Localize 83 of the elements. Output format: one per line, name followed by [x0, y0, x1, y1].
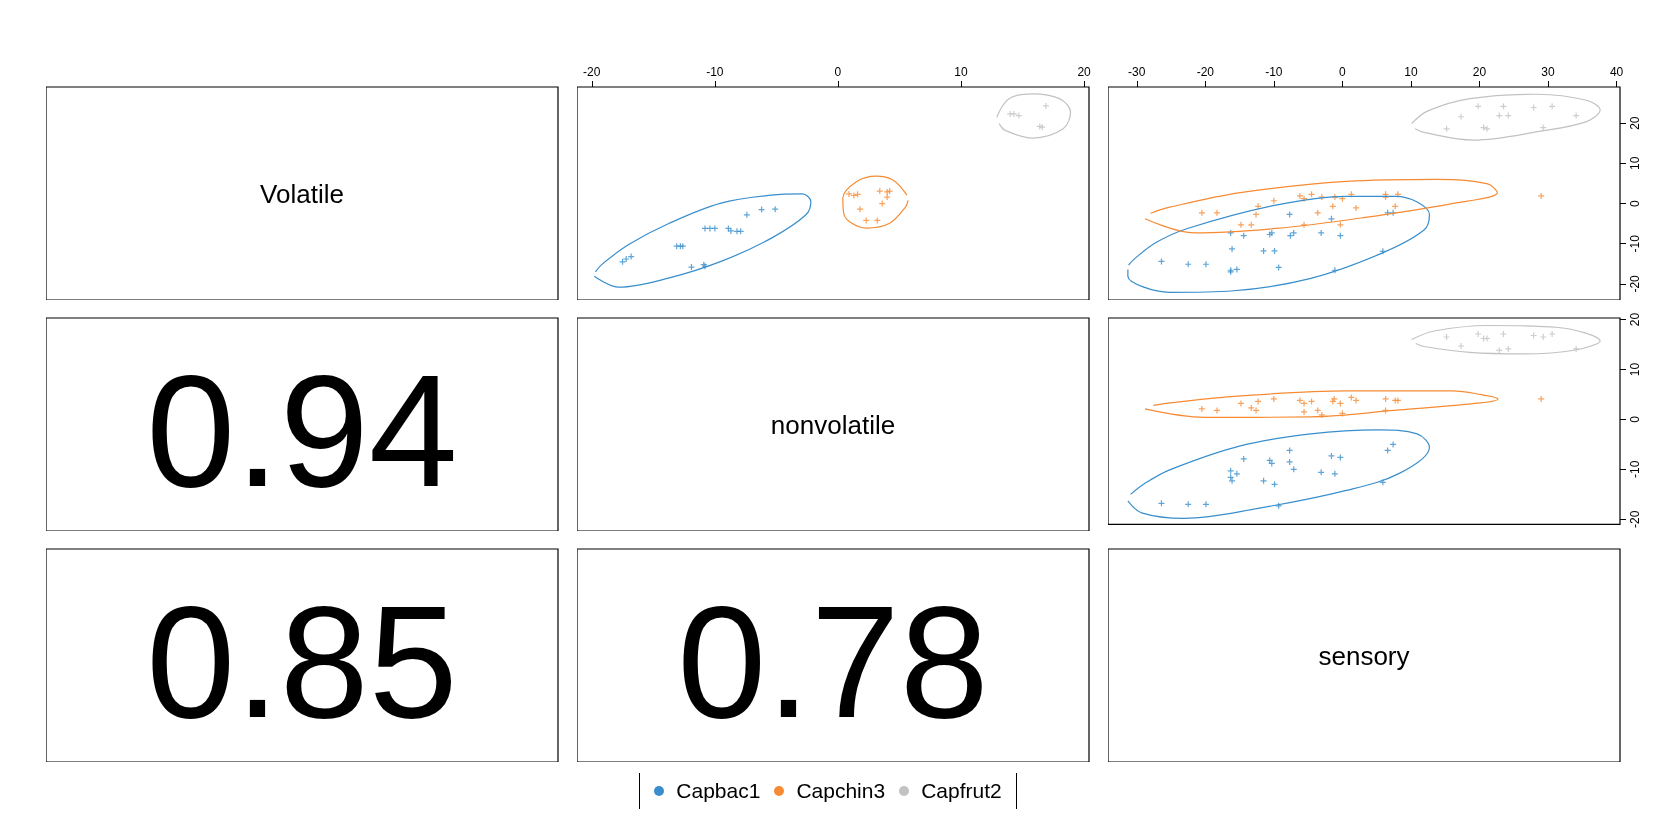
point — [1213, 209, 1220, 216]
point — [1229, 245, 1236, 252]
text: sensory — [1318, 640, 1410, 671]
legend-label: Capbac1 — [676, 779, 761, 803]
point — [1042, 102, 1049, 109]
point — [623, 256, 630, 263]
y-tick-label: 20 — [1628, 116, 1642, 130]
x-tick-label: 10 — [1404, 65, 1418, 79]
y-tick-label: -20 — [1628, 510, 1642, 528]
x-tick-label: -20 — [583, 65, 601, 79]
legend-label: Capchin3 — [796, 779, 886, 803]
point — [1500, 330, 1507, 337]
point — [1010, 110, 1017, 117]
y-tick-label: -20 — [1628, 274, 1642, 293]
x-tick-label: -20 — [1196, 65, 1215, 79]
point — [1270, 395, 1277, 402]
point — [1203, 501, 1210, 508]
point — [1253, 211, 1260, 218]
text: Volatile — [260, 178, 344, 209]
x-tick-label: -10 — [706, 65, 724, 79]
point — [702, 225, 708, 232]
point — [1203, 261, 1210, 268]
line-series — [1411, 324, 1601, 355]
text: 0.94 — [146, 341, 458, 520]
x-tick-label: 10 — [954, 65, 968, 79]
x-tick-label: 0 — [1339, 65, 1347, 79]
y-tick-label: 20 — [1628, 312, 1642, 327]
point — [876, 188, 883, 195]
point — [1253, 407, 1260, 414]
y-tick-label: 10 — [1628, 362, 1642, 377]
point — [1260, 247, 1267, 254]
point — [1213, 407, 1220, 414]
line-series — [1127, 429, 1431, 519]
point — [1237, 221, 1244, 228]
y-tick-label: -10 — [1628, 460, 1642, 479]
point — [1394, 191, 1401, 198]
point — [850, 192, 857, 199]
y-tick-label: -10 — [1628, 234, 1642, 253]
point — [1198, 209, 1205, 216]
point — [1549, 330, 1556, 337]
point — [1248, 404, 1255, 411]
y-tick-label: 10 — [1628, 156, 1642, 171]
y-tick-label: 0 — [1628, 415, 1642, 423]
x-tick-label: 40 — [1609, 65, 1624, 79]
line-series — [1144, 390, 1499, 419]
point — [1475, 330, 1482, 337]
point — [1540, 333, 1547, 340]
point — [857, 206, 864, 213]
text: 0.85 — [146, 572, 458, 751]
point — [1457, 113, 1464, 120]
point — [1296, 192, 1303, 199]
line-series — [1411, 93, 1601, 141]
point — [1301, 400, 1308, 407]
point — [1538, 395, 1545, 402]
point — [1382, 395, 1389, 402]
point — [1301, 408, 1308, 415]
point — [1271, 247, 1278, 254]
point — [1538, 192, 1545, 199]
point — [1457, 342, 1464, 349]
x-tick-label: 0 — [834, 65, 842, 79]
point — [1505, 345, 1512, 352]
text: nonvolatile — [770, 409, 896, 440]
point — [1301, 221, 1308, 228]
text: 0.78 — [677, 572, 989, 751]
legend-label: Capfrut2 — [921, 779, 1002, 803]
point — [1237, 400, 1244, 407]
point — [688, 264, 695, 271]
x-tick-label: 20 — [1077, 65, 1092, 79]
x-tick-label: 30 — [1541, 65, 1556, 79]
point — [1484, 335, 1491, 342]
point — [1296, 397, 1303, 404]
line-series — [1144, 178, 1498, 234]
point — [706, 225, 713, 232]
point — [1353, 204, 1360, 211]
x-tick-label: 20 — [1472, 65, 1487, 79]
x-tick-label: -10 — [1265, 65, 1283, 79]
point — [846, 190, 852, 197]
point — [1198, 405, 1205, 412]
point — [1484, 125, 1491, 132]
point — [1443, 333, 1450, 340]
x-tick-label: -30 — [1128, 65, 1146, 79]
y-tick-label: 0 — [1628, 199, 1642, 207]
point — [1318, 411, 1325, 418]
